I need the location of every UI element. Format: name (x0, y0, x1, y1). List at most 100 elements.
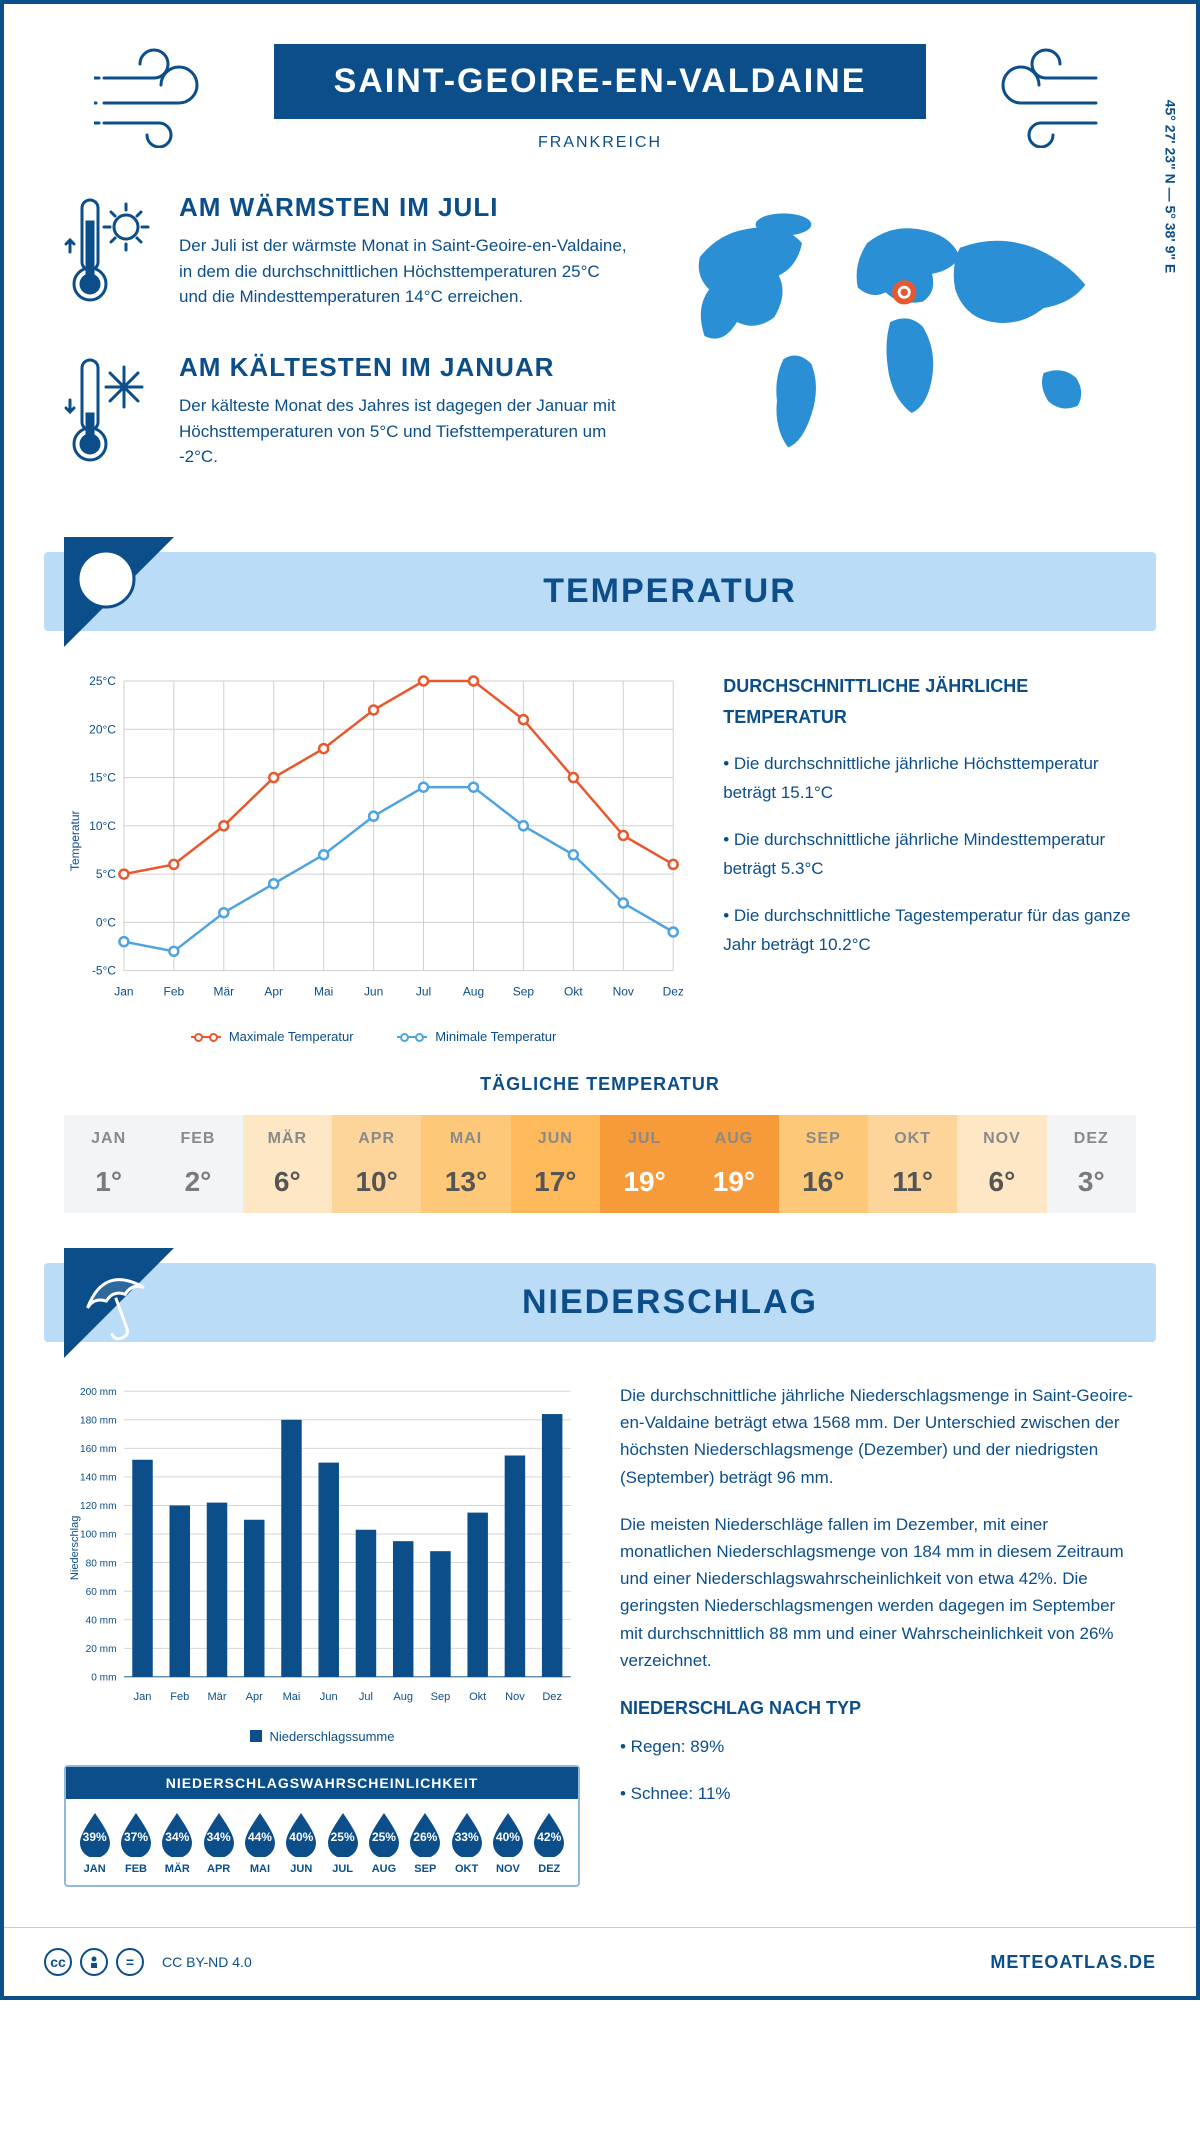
svg-text:Feb: Feb (164, 985, 185, 999)
site-label: METEOATLAS.DE (990, 1952, 1156, 1973)
prob-item: 37%FEB (115, 1811, 156, 1875)
daily-temp-cell: MÄR6° (243, 1115, 332, 1213)
page-title: SAINT-GEOIRE-EN-VALDAINE (274, 44, 927, 119)
cc-icon: cc (44, 1948, 72, 1976)
svg-text:60 mm: 60 mm (86, 1587, 117, 1598)
svg-text:Feb: Feb (170, 1691, 189, 1703)
prob-item: 25%AUG (363, 1811, 404, 1875)
prob-item: 25%JUL (322, 1811, 363, 1875)
precipitation-banner: NIEDERSCHLAG (44, 1263, 1156, 1342)
svg-text:Jun: Jun (320, 1691, 338, 1703)
svg-text:Nov: Nov (505, 1691, 525, 1703)
svg-text:Apr: Apr (264, 985, 283, 999)
precip-probability-box: NIEDERSCHLAGSWAHRSCHEINLICHKEIT 39%JAN37… (64, 1765, 580, 1887)
svg-text:40 mm: 40 mm (86, 1615, 117, 1626)
prob-item: 40%JUN (281, 1811, 322, 1875)
svg-text:15°C: 15°C (89, 771, 116, 785)
temperature-chart: -5°C0°C5°C10°C15°C20°C25°CJanFebMärAprMa… (64, 671, 683, 1011)
svg-text:Nov: Nov (613, 985, 634, 999)
svg-text:80 mm: 80 mm (86, 1558, 117, 1569)
svg-text:120 mm: 120 mm (80, 1501, 117, 1512)
prob-item: 44%MAI (239, 1811, 280, 1875)
temp-fact-bullet: • Die durchschnittliche jährliche Mindes… (723, 826, 1136, 884)
daily-temp-title: TÄGLICHE TEMPERATUR (64, 1074, 1136, 1095)
daily-temp-cell: OKT11° (868, 1115, 957, 1213)
temp-chart-legend: Maximale Temperatur Minimale Temperatur (64, 1026, 683, 1045)
svg-text:200 mm: 200 mm (80, 1387, 117, 1398)
daily-temp-cell: SEP16° (779, 1115, 868, 1213)
umbrella-icon (64, 1248, 174, 1358)
svg-text:10°C: 10°C (89, 819, 116, 833)
svg-text:Mai: Mai (283, 1691, 301, 1703)
daily-temp-cell: JAN1° (64, 1115, 153, 1213)
wind-icon-right (966, 48, 1106, 148)
precipitation-text: Die durchschnittliche jährliche Niedersc… (620, 1382, 1136, 1887)
prob-item: 34%APR (198, 1811, 239, 1875)
svg-text:Apr: Apr (246, 1691, 264, 1703)
warmest-fact: AM WÄRMSTEN IM JULI Der Juli ist der wär… (64, 192, 632, 317)
daily-temp-cell: MAI13° (421, 1115, 510, 1213)
precip-type-item: • Schnee: 11% (620, 1780, 1136, 1807)
warmest-text: Der Juli ist der wärmste Monat in Saint-… (179, 233, 632, 310)
svg-text:5°C: 5°C (96, 867, 116, 881)
svg-text:0 mm: 0 mm (91, 1673, 116, 1684)
temperature-title: TEMPERATUR (184, 572, 1156, 611)
coldest-title: AM KÄLTESTEN IM JANUAR (179, 352, 632, 383)
nd-icon: = (116, 1948, 144, 1976)
svg-text:Mär: Mär (213, 985, 234, 999)
wind-icon-left (94, 48, 234, 148)
svg-text:Okt: Okt (469, 1691, 486, 1703)
precip-type-item: • Regen: 89% (620, 1733, 1136, 1760)
svg-text:0°C: 0°C (96, 915, 116, 929)
svg-text:180 mm: 180 mm (80, 1416, 117, 1427)
prob-item: 34%MÄR (157, 1811, 198, 1875)
svg-text:25°C: 25°C (89, 674, 116, 688)
coldest-fact: AM KÄLTESTEN IM JANUAR Der kälteste Mona… (64, 352, 632, 477)
svg-text:Dez: Dez (542, 1691, 562, 1703)
precipitation-title: NIEDERSCHLAG (184, 1283, 1156, 1322)
svg-text:Jul: Jul (359, 1691, 373, 1703)
svg-text:Mär: Mär (207, 1691, 226, 1703)
header: SAINT-GEOIRE-EN-VALDAINE FRANKREICH (4, 4, 1196, 152)
daily-temp-cell: JUL19° (600, 1115, 689, 1213)
svg-text:Sep: Sep (431, 1691, 451, 1703)
intro-section: AM WÄRMSTEN IM JULI Der Juli ist der wär… (4, 152, 1196, 542)
svg-text:20 mm: 20 mm (86, 1644, 117, 1655)
svg-text:Jul: Jul (416, 985, 431, 999)
svg-text:100 mm: 100 mm (80, 1530, 117, 1541)
daily-temp-cell: NOV6° (957, 1115, 1046, 1213)
svg-text:Dez: Dez (663, 985, 684, 999)
svg-text:Aug: Aug (463, 985, 484, 999)
temp-fact-bullet: • Die durchschnittliche Tagestemperatur … (723, 902, 1136, 960)
precip-chart-legend: Niederschlagssumme (64, 1729, 580, 1746)
prob-item: 26%SEP (405, 1811, 446, 1875)
prob-item: 33%OKT (446, 1811, 487, 1875)
svg-text:Sep: Sep (513, 985, 535, 999)
svg-text:Jan: Jan (134, 1691, 152, 1703)
coldest-text: Der kälteste Monat des Jahres ist dagege… (179, 393, 632, 470)
prob-item: 40%NOV (487, 1811, 528, 1875)
svg-text:160 mm: 160 mm (80, 1444, 117, 1455)
daily-temp-cell: FEB2° (153, 1115, 242, 1213)
thermometer-snow-icon (64, 352, 154, 477)
temp-fact-bullet: • Die durchschnittliche jährliche Höchst… (723, 750, 1136, 808)
svg-text:Mai: Mai (314, 985, 333, 999)
prob-item: 39%JAN (74, 1811, 115, 1875)
daily-temp-cell: AUG19° (689, 1115, 778, 1213)
temperature-facts: DURCHSCHNITTLICHE JÄHRLICHE TEMPERATUR •… (723, 671, 1136, 1044)
svg-text:Temperatur: Temperatur (68, 811, 82, 872)
sun-icon (64, 537, 174, 647)
svg-text:Jan: Jan (114, 985, 133, 999)
prob-item: 42%DEZ (529, 1811, 570, 1875)
svg-text:-5°C: -5°C (92, 964, 116, 978)
country-label: FRANKREICH (274, 134, 927, 152)
svg-text:Niederschlag: Niederschlag (69, 1516, 81, 1580)
svg-text:140 mm: 140 mm (80, 1473, 117, 1484)
daily-temp-table: JAN1°FEB2°MÄR6°APR10°MAI13°JUN17°JUL19°A… (64, 1115, 1136, 1213)
svg-text:Jun: Jun (364, 985, 383, 999)
by-icon (80, 1948, 108, 1976)
coordinates-label: 45° 27' 23" N — 5° 38' 9" E (1163, 100, 1179, 274)
footer: cc = CC BY-ND 4.0 METEOATLAS.DE (4, 1927, 1196, 1996)
precipitation-chart: 0 mm 20 mm 40 mm 60 mm 80 mm 100 mm 120 mm 140 … (64, 1382, 580, 1714)
world-map (672, 192, 1136, 452)
